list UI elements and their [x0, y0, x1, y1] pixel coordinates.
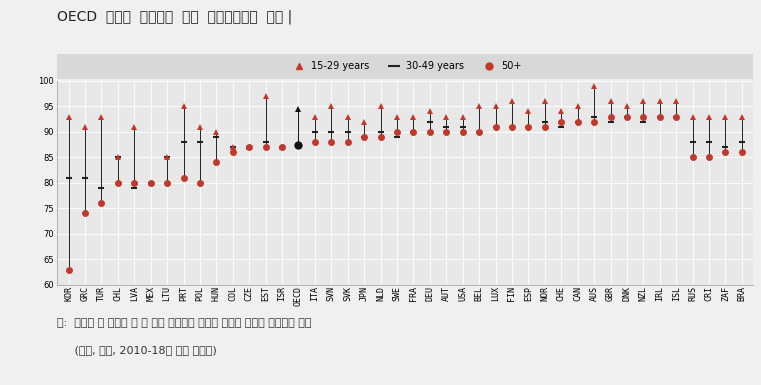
Text: 주:  필요할 때 도움을 줄 수 있는 친척이나 친구가 있다고 보고한 사람들의 비율: 주: 필요할 때 도움을 줄 수 있는 친척이나 친구가 있다고 보고한 사람들…	[57, 318, 311, 328]
Text: (연령, 비율, 2010-18년 통합 데이터): (연령, 비율, 2010-18년 통합 데이터)	[57, 345, 217, 355]
Legend: 15-29 years, 30-49 years, 50+: 15-29 years, 30-49 years, 50+	[285, 57, 526, 75]
Text: OECD  국가의  연령층에  따른  사회적관계의  비교 |: OECD 국가의 연령층에 따른 사회적관계의 비교 |	[57, 10, 292, 24]
